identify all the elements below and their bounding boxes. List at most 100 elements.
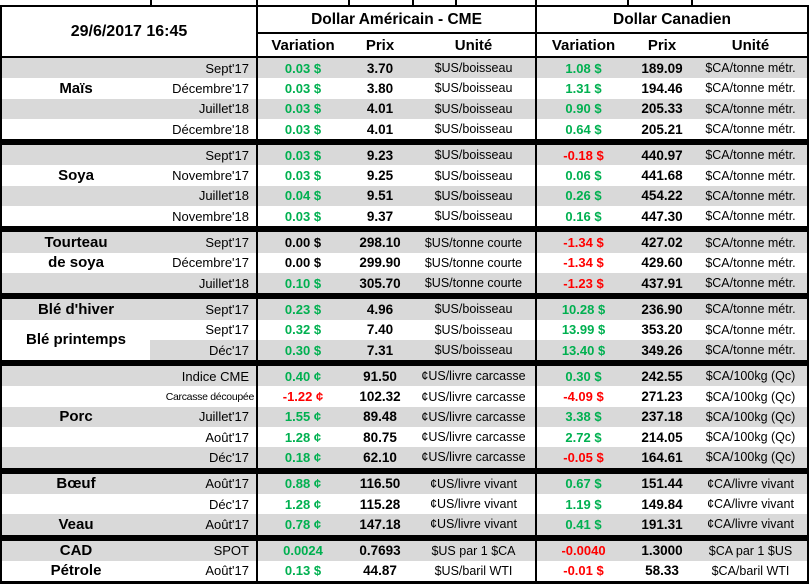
us-variation-value: 0.03 $	[256, 98, 348, 119]
us-variation-value: 0.10 $	[256, 272, 348, 294]
commodity-label	[2, 145, 150, 166]
us-price-value: 9.23	[348, 145, 412, 166]
us-variation-value: 0.18 ¢	[256, 447, 348, 468]
section-separator	[2, 467, 807, 474]
us-price-value: 0.7693	[348, 540, 412, 561]
ca-unite-header: Unité	[731, 36, 770, 54]
commodity-label: Pétrole	[50, 562, 102, 580]
us-variation-value: -1.22 ¢	[256, 386, 348, 407]
ca-unit-label: $CA/100kg (Qc)	[694, 406, 807, 428]
us-price-value: 305.70	[348, 272, 412, 294]
commodity-label	[2, 58, 150, 79]
ca-variation-value: 13.99 $	[535, 319, 630, 340]
us-unit-label: $US/boisseau	[434, 81, 513, 96]
table-row: Sept'17 0.03 $ 9.23 $US/boisseau -0.18 $…	[2, 145, 807, 166]
us-unit-label: ¢US/livre vivant	[412, 514, 535, 535]
contract-month: Décembre'18	[172, 121, 249, 137]
contract-month: Juillet'18	[150, 98, 256, 119]
us-price-value: 147.18	[348, 514, 412, 535]
ca-unit-label: $CA/tonne métr.	[705, 209, 796, 224]
table-row: Juillet'18 0.03 $ 4.01 $US/boisseau 0.90…	[2, 98, 807, 119]
price-table: 29/6/2017 16:45 Dollar Américain - CME D…	[0, 5, 809, 584]
ca-unit-label: $CA/100kg (Qc)	[694, 447, 807, 468]
ca-variation-value: -0.18 $	[535, 145, 630, 166]
table-row: CAD SPOT 0.0024 0.7693 $US par 1 $CA -0.…	[2, 540, 807, 561]
gridline-tick	[691, 0, 693, 5]
ca-unit-label: $CA/tonne métr.	[705, 322, 796, 337]
ca-price-value: 205.21	[641, 121, 683, 137]
contract-month: Août'17	[150, 514, 256, 535]
ca-variation-value: -0.01 $	[535, 560, 630, 582]
ca-unit-label: $CA/tonne métr.	[694, 145, 807, 166]
contract-month: Décembre'17	[172, 80, 249, 96]
ca-unit-label: $CA/tonne métr.	[705, 168, 796, 183]
ca-price-value: 189.09	[630, 58, 694, 79]
commodity-label	[2, 494, 150, 514]
us-price-value: 62.10	[348, 447, 412, 468]
contract-month: Juillet'17	[150, 406, 256, 428]
us-variation-value: 0.03 $	[256, 206, 348, 227]
gridline-tick	[627, 0, 629, 5]
ca-price-value: 194.46	[641, 80, 683, 96]
ca-price-value: 164.61	[630, 447, 694, 468]
commodity-label	[2, 366, 150, 387]
ca-variation-value: 13.40 $	[535, 339, 630, 361]
commodity-label: Blé printemps	[25, 331, 127, 349]
table-row: Pétrole Août'17 0.13 $ 44.87 $US/baril W…	[2, 560, 807, 582]
us-variation-value: 0.78 ¢	[256, 514, 348, 535]
ca-variation-header: Variation	[535, 34, 630, 56]
table-row: Juillet'18 0.04 $ 9.51 $US/boisseau 0.26…	[2, 185, 807, 207]
table-row: Août'17 1.28 ¢ 80.75 ¢US/livre carcasse …	[2, 427, 807, 448]
gridline-tick	[535, 0, 537, 5]
table-row: de soya Décembre'17 0.00 $ 299.90 $US/to…	[2, 252, 807, 273]
ca-unit-label: $CA/tonne métr.	[694, 339, 807, 361]
table-row: Décembre'18 0.03 $ 4.01 $US/boisseau 0.6…	[2, 118, 807, 140]
commodity-label	[2, 206, 150, 226]
contract-month: SPOT	[150, 540, 256, 561]
us-unite-header: Unité	[454, 36, 493, 54]
contract-month: Carcasse découpée	[165, 390, 255, 403]
ca-variation-value: 0.67 $	[535, 473, 630, 494]
us-variation-value: 0.03 $	[256, 145, 348, 166]
commodity-label: Porc	[2, 406, 150, 428]
currency-titles-row: Dollar Américain - CME Dollar Canadien	[256, 7, 807, 34]
us-unit-label: $US/baril WTI	[434, 563, 513, 578]
table-row: Blé printemps Sept'17 0.32 $ 7.40 $US/bo…	[2, 319, 807, 348]
ca-variation-value: -4.09 $	[535, 386, 630, 407]
ca-unit-label: $CA/tonne métr.	[694, 185, 807, 207]
ca-variation-value: 0.90 $	[535, 98, 630, 119]
us-variation-value: 0.03 $	[256, 118, 348, 140]
us-price-value: 9.37	[366, 208, 394, 224]
us-variation-value: 0.40 ¢	[256, 366, 348, 387]
table-row: Novembre'18 0.03 $ 9.37 $US/boisseau 0.1…	[2, 206, 807, 227]
us-unit-label: ¢US/livre carcasse	[412, 366, 535, 387]
us-variation-value: 0.03 $	[256, 78, 348, 99]
ca-variation-value: 1.08 $	[535, 58, 630, 79]
commodity-label	[2, 339, 150, 361]
table-row: Maïs Décembre'17 0.03 $ 3.80 $US/boissea…	[2, 78, 807, 99]
ca-unit-label: $CA/tonne métr.	[694, 299, 807, 320]
column-headers-row: Variation Prix Unité Variation Prix Unit…	[256, 34, 807, 56]
header-currency-sections: Dollar Américain - CME Dollar Canadien V…	[256, 7, 807, 56]
ca-price-value: 437.91	[630, 272, 694, 294]
ca-price-value: 236.90	[630, 299, 694, 320]
ca-variation-value: 2.72 $	[535, 427, 630, 448]
us-unit-label: ¢US/livre carcasse	[412, 447, 535, 468]
table-row: Déc'17 0.30 $ 7.31 $US/boisseau 13.40 $ …	[2, 339, 807, 361]
gridline-tick	[455, 0, 457, 5]
us-price-value: 115.28	[359, 496, 401, 512]
ca-price-value: 149.84	[641, 496, 683, 512]
ca-unit-label: $CA/tonne métr.	[705, 81, 796, 96]
us-variation-value: 0.03 $	[256, 165, 348, 186]
top-gridline-strip	[0, 0, 809, 5]
ca-price-value: 151.44	[630, 473, 694, 494]
ca-unit-label: $CA/tonne métr.	[694, 58, 807, 79]
ca-variation-value: 0.30 $	[535, 366, 630, 387]
contract-month: Août'17	[205, 563, 249, 579]
us-variation-value: 0.30 $	[256, 339, 348, 361]
ca-price-value: 1.3000	[630, 540, 694, 561]
table-header: 29/6/2017 16:45 Dollar Américain - CME D…	[2, 7, 807, 58]
ca-price-value: 271.23	[641, 389, 683, 405]
ca-price-value: 58.33	[645, 563, 679, 579]
us-variation-value: 0.03 $	[256, 58, 348, 79]
